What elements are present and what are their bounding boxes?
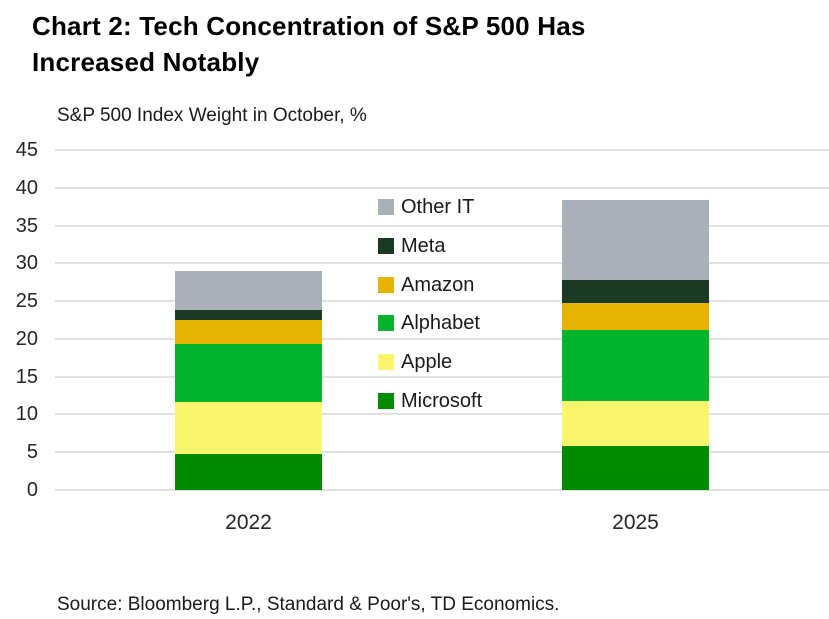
gridline-20 [55,337,829,340]
bar-2022-apple-segment [175,402,322,454]
gridline-0 [55,489,829,491]
y-axis-tick-45: 45 [15,139,38,161]
legend-item-alphabet: Alphabet [378,311,480,334]
y-axis-tick-30: 30 [15,252,38,275]
legend-item-other-it: Other IT [378,195,475,218]
chart-title-line-2: Increased Notably [32,47,260,77]
legend-label-alphabet: Alphabet [401,311,480,334]
gridline-10 [55,413,829,416]
legend-swatch-apple [378,354,394,370]
legend-label-meta: Meta [401,234,446,257]
legend-swatch-amazon [378,277,394,293]
legend-item-meta: Meta [378,234,446,257]
axis-unit-label: S&P 500 Index Weight in October, % [57,105,367,126]
legend-swatch-microsoft [378,393,394,409]
y-axis-tick-15: 15 [15,365,38,388]
legend-swatch-meta [378,238,394,254]
legend-item-microsoft: Microsoft [378,389,483,412]
y-axis-tick-5: 5 [26,441,38,464]
legend: Other IT Meta Amazon Alphabet Apple Microsoft [378,195,598,437]
y-axis-tick-25: 25 [15,290,38,313]
legend-label-apple: Apple [401,350,453,373]
bar-2025-meta-segment [562,279,709,303]
bar-2025-alphabet-segment [562,329,709,401]
x-axis-label-2025: 2025 [612,511,659,534]
x-axis-label-2022: 2022 [225,511,272,534]
gridline-30 [55,262,829,265]
legend-item-amazon: Amazon [378,273,475,296]
bar-2022-meta-segment [175,310,322,320]
legend-item-apple: Apple [378,350,453,373]
bar-2025-amazon-segment [562,302,709,330]
source-note: Source: Bloomberg L.P., Standard & Poor'… [57,594,560,615]
gridline-15 [55,375,829,378]
y-axis-tick-10: 10 [15,403,38,426]
bar-2025-microsoft-segment [562,446,709,490]
y-axis-tick-35: 35 [15,214,38,237]
bar-2025-apple-segment [562,400,709,447]
y-axis-tick-40: 40 [15,176,38,199]
chart-title-line-1: Chart 2: Tech Concentration of S&P 500 H… [32,11,586,41]
bar-2022-microsoft-segment [175,453,322,490]
bar-2022-amazon-segment [175,320,322,345]
y-axis-tick-0: 0 [26,479,38,501]
gridline-5 [55,451,829,454]
chart-title: Chart 2: Tech Concentration of S&P 500 H… [32,8,586,80]
gridline-25 [55,300,829,303]
gridline-35 [55,224,829,227]
bar-2025-other-it-segment [562,199,709,280]
bar-2022-alphabet-segment [175,344,322,403]
y-axis-tick-20: 20 [15,327,38,350]
legend-label-amazon: Amazon [401,273,475,296]
legend-label-microsoft: Microsoft [401,389,483,412]
gridline-45 [55,149,829,151]
legend-label-other-it: Other IT [401,195,475,218]
legend-swatch-alphabet [378,315,394,331]
gridline-40 [55,186,829,189]
bar-2022-other-it-segment [175,270,322,311]
legend-swatch-other-it [378,199,394,215]
